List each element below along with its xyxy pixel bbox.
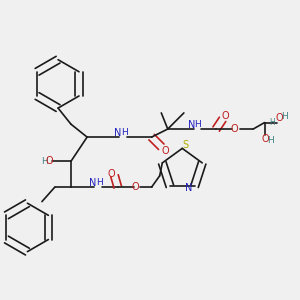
Text: O: O [107, 169, 115, 178]
Text: O: O [230, 124, 238, 134]
Text: O: O [45, 156, 53, 166]
Text: S: S [182, 140, 188, 150]
Text: N: N [185, 183, 193, 193]
Text: O: O [275, 113, 283, 123]
Text: O: O [221, 111, 229, 121]
Text: H: H [270, 118, 275, 127]
Text: N: N [89, 178, 97, 188]
Text: H: H [267, 136, 274, 145]
Text: H: H [281, 112, 288, 121]
Text: O: O [161, 146, 169, 156]
Text: H: H [41, 157, 48, 166]
Text: N: N [188, 120, 196, 130]
Text: N: N [114, 128, 122, 138]
Text: H: H [194, 120, 201, 129]
Text: H: H [96, 178, 102, 188]
Text: O: O [131, 182, 139, 192]
Text: O: O [261, 134, 269, 144]
Text: H: H [121, 128, 128, 137]
